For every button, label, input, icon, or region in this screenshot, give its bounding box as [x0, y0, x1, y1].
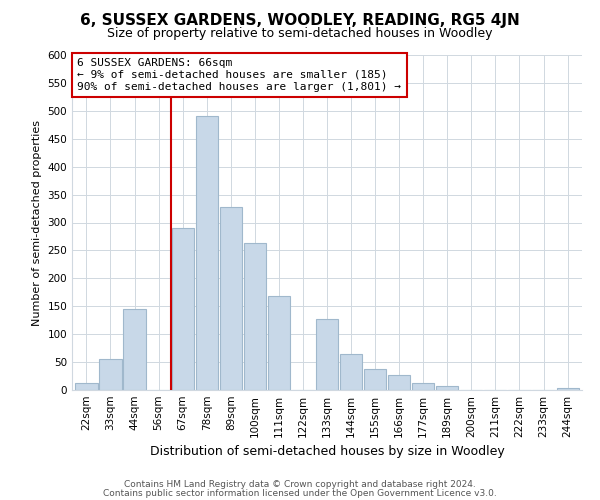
Bar [388, 375, 410, 390]
X-axis label: Distribution of semi-detached houses by size in Woodley: Distribution of semi-detached houses by … [149, 446, 505, 458]
Bar [268, 296, 290, 390]
Text: 6, SUSSEX GARDENS, WOODLEY, READING, RG5 4JN: 6, SUSSEX GARDENS, WOODLEY, READING, RG5… [80, 12, 520, 28]
Text: Contains public sector information licensed under the Open Government Licence v3: Contains public sector information licen… [103, 488, 497, 498]
Text: 6 SUSSEX GARDENS: 66sqm
← 9% of semi-detached houses are smaller (185)
90% of se: 6 SUSSEX GARDENS: 66sqm ← 9% of semi-det… [77, 58, 401, 92]
Bar [220, 207, 242, 390]
Bar [196, 116, 218, 390]
Bar [412, 384, 434, 390]
Bar [340, 354, 362, 390]
Y-axis label: Number of semi-detached properties: Number of semi-detached properties [32, 120, 42, 326]
Bar [76, 384, 98, 390]
Bar [316, 318, 338, 390]
Bar [100, 360, 122, 390]
Bar [172, 228, 194, 390]
Text: Size of property relative to semi-detached houses in Woodley: Size of property relative to semi-detach… [107, 28, 493, 40]
Bar [124, 309, 146, 390]
Bar [364, 369, 386, 390]
Bar [244, 243, 266, 390]
Bar [436, 386, 458, 390]
Bar [557, 388, 578, 390]
Text: Contains HM Land Registry data © Crown copyright and database right 2024.: Contains HM Land Registry data © Crown c… [124, 480, 476, 489]
